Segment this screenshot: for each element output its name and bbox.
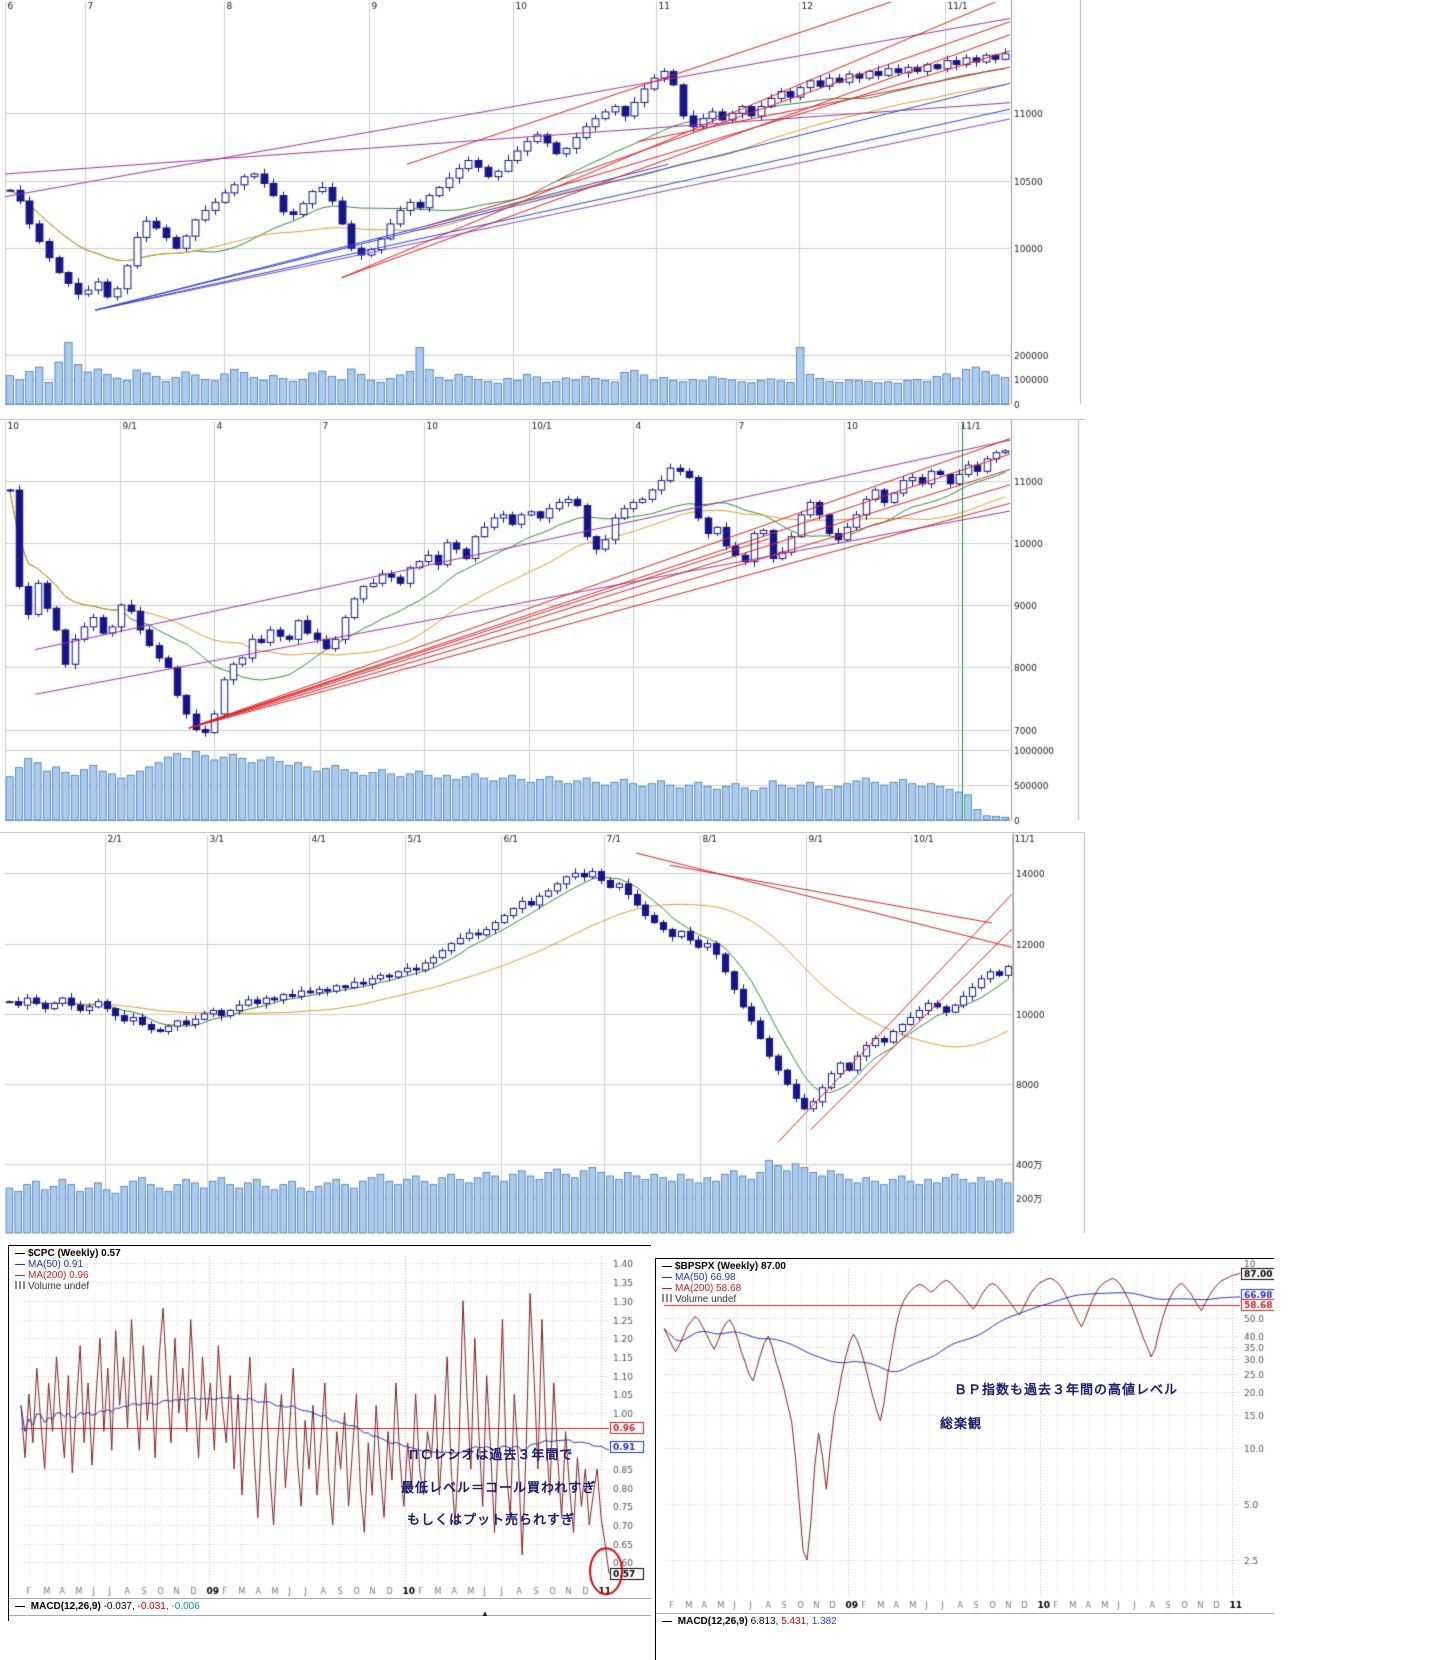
bpspx-ma200-label: MA(200) 58.68 <box>675 1283 742 1294</box>
bpspx-ma200-row: — MA(200) 58.68 <box>662 1283 786 1294</box>
cpc-macd-row: — MACD(12,26,9) -0.037, -0.031, -0.006 <box>15 1601 200 1612</box>
cpc-put-call-ratio-chart-window: — $CPC (Weekly) 0.57 — MA(50) 0.91 — MA(200… <box>8 1245 651 1621</box>
daily-candlestick-chart-canvas <box>0 0 1085 419</box>
ma50-line-swatch-icon: — <box>15 1259 25 1270</box>
macd-line-swatch-icon: — <box>662 1616 672 1627</box>
cpc-volume-label: Volume undef <box>28 1281 90 1292</box>
bpspx-ma50-label: MA(50) 66.98 <box>675 1272 736 1283</box>
bpspx-chart-canvas <box>656 1259 1274 1660</box>
volume-bars-icon <box>662 1294 672 1302</box>
cpc-macd-label: MACD(12,26,9) <box>30 1601 101 1612</box>
weekly-index-chart-window <box>0 420 1085 833</box>
ma200-line-swatch-icon: — <box>15 1270 25 1281</box>
bottom-pane-divider <box>9 1615 651 1616</box>
bpspx-macd-value2: 5.431, <box>781 1616 809 1627</box>
cpc-symbol-label: $CPC (Weekly) 0.57 <box>28 1248 121 1259</box>
macd-line-swatch-icon: — <box>15 1601 25 1612</box>
annotation-bp-index-line1: ＢＰ指数も過去３年間の高値レベル <box>954 1382 1179 1397</box>
cpc-chart-canvas <box>9 1246 651 1621</box>
macd-pane-divider <box>656 1613 1274 1614</box>
bpspx-macd-value3: 1.382 <box>811 1616 837 1627</box>
cpc-macd-value2: -0.031, <box>137 1601 169 1612</box>
bpspx-macd-label: MACD(12,26,9) <box>677 1616 748 1627</box>
weekly-candlestick-chart-canvas <box>0 420 1085 832</box>
annotation-pc-ratio-line2: 最低レベル＝コール買われすぎ <box>401 1480 597 1495</box>
pane-collapse-arrow-icon[interactable]: ▲ <box>481 1609 489 1618</box>
cpc-macd-value3: -0.006 <box>171 1601 200 1612</box>
bpspx-macd-row: — MACD(12,26,9) 6.813, 5.431, 1.382 <box>662 1616 837 1627</box>
price-line-swatch-icon: — <box>662 1261 672 1272</box>
daily-index-chart-window <box>0 0 1085 420</box>
bpspx-volume-row: Volume undef <box>662 1294 786 1305</box>
bpspx-symbol-label: $BPSPX (Weekly) 87.00 <box>675 1261 786 1272</box>
annotation-pc-ratio-line3: もしくはプット売られすぎ <box>407 1512 576 1527</box>
annotation-bp-index-line2: 総楽観 <box>940 1416 983 1431</box>
ma200-line-swatch-icon: — <box>662 1283 672 1294</box>
volume-bars-icon <box>15 1281 25 1289</box>
stock-candlestick-chart-canvas <box>0 833 1090 1245</box>
cpc-ma50-row: — MA(50) 0.91 <box>15 1259 121 1270</box>
cpc-ma50-label: MA(50) 0.91 <box>28 1259 84 1270</box>
annotation-pc-ratio-line1: ПＣレシオは過去３年間で <box>409 1447 574 1462</box>
bpspx-bullish-percent-chart-window: — $BPSPX (Weekly) 87.00 — MA(50) 66.98 — MA… <box>655 1258 1274 1660</box>
cpc-symbol-row: — $CPC (Weekly) 0.57 <box>15 1248 121 1259</box>
bpspx-macd-value1: 6.813, <box>750 1616 779 1627</box>
price-line-swatch-icon: — <box>15 1248 25 1259</box>
cpc-macd-value1: -0.037, <box>103 1601 135 1612</box>
cpc-ma200-row: — MA(200) 0.96 <box>15 1270 121 1281</box>
stock-chart-window <box>0 833 1090 1245</box>
cpc-volume-row: Volume undef <box>15 1281 121 1292</box>
ma50-line-sw​atch-icon: — <box>662 1272 672 1283</box>
bpspx-symbol-row: — $BPSPX (Weekly) 87.00 <box>662 1261 786 1272</box>
macd-pane-divider <box>9 1598 651 1599</box>
bpspx-legend: — $BPSPX (Weekly) 87.00 — MA(50) 66.98 — MA… <box>662 1261 786 1305</box>
bpspx-ma50-row: — MA(50) 66.98 <box>662 1272 786 1283</box>
bpspx-volume-label: Volume undef <box>675 1294 737 1305</box>
cpc-ma200-label: MA(200) 0.96 <box>28 1270 89 1281</box>
cpc-legend: — $CPC (Weekly) 0.57 — MA(50) 0.91 — MA(200… <box>15 1248 121 1292</box>
